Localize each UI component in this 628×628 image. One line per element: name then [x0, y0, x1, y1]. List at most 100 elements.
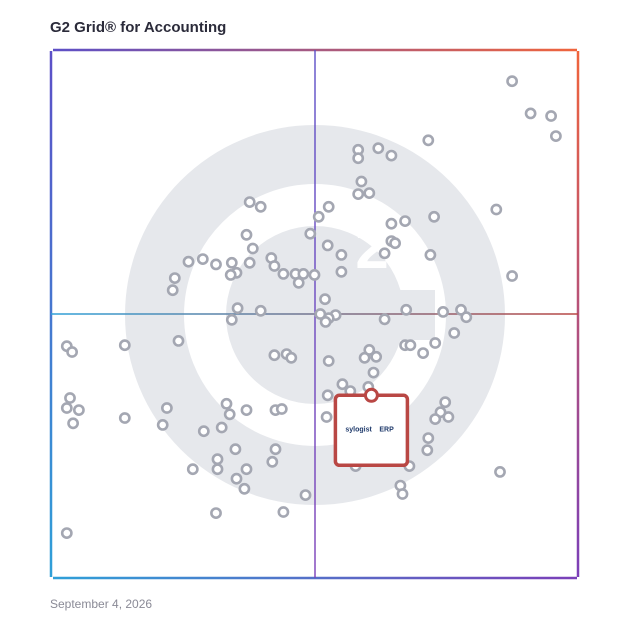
product-dot[interactable] [240, 463, 253, 476]
product-dot[interactable] [304, 227, 317, 240]
product-dot[interactable] [238, 482, 251, 495]
product-dot[interactable] [363, 187, 376, 199]
product-dot[interactable] [275, 403, 288, 415]
product-dot[interactable] [197, 425, 210, 438]
product-dot[interactable] [186, 463, 199, 476]
product-dot[interactable] [404, 339, 417, 352]
product-dot[interactable] [322, 200, 335, 213]
product-dot[interactable] [417, 347, 429, 359]
product-dot[interactable] [269, 443, 282, 456]
product-dot[interactable] [254, 200, 267, 213]
product-dot[interactable] [428, 210, 440, 223]
product-dot[interactable] [352, 188, 365, 200]
product-dot[interactable] [292, 276, 305, 289]
product-dot[interactable] [118, 412, 131, 424]
product-dot[interactable] [66, 346, 78, 358]
product-dot[interactable] [160, 402, 173, 414]
product-dot[interactable] [524, 107, 537, 120]
product-dot[interactable] [455, 303, 467, 316]
product-dot[interactable] [243, 256, 256, 269]
product-dot[interactable] [322, 355, 335, 367]
product-dot[interactable] [220, 397, 233, 410]
product-dot[interactable] [297, 267, 310, 280]
product-dot[interactable] [358, 351, 371, 364]
product-dot[interactable] [367, 366, 380, 379]
product-dot[interactable] [60, 402, 73, 414]
product-dot[interactable] [172, 334, 185, 347]
product-dot[interactable] [225, 313, 238, 326]
product-dot[interactable] [336, 378, 349, 391]
highlighted-product[interactable]: sylogist ERP [333, 387, 410, 468]
product-dot[interactable] [224, 268, 237, 281]
product-dot[interactable] [240, 228, 253, 241]
product-dot[interactable] [545, 110, 557, 122]
product-dot[interactable] [312, 210, 325, 223]
product-dot[interactable] [266, 455, 279, 468]
product-dot[interactable] [156, 418, 169, 431]
product-dot[interactable] [389, 237, 401, 250]
product-dot[interactable] [422, 432, 435, 444]
product-dot[interactable] [378, 247, 391, 260]
product-dot[interactable] [118, 339, 131, 352]
product-dot[interactable] [246, 242, 259, 255]
product-dot[interactable] [424, 248, 437, 261]
product-dot[interactable] [308, 268, 321, 281]
product-dot[interactable] [422, 134, 435, 147]
product-dot[interactable] [399, 215, 411, 227]
product-dot[interactable] [211, 463, 224, 476]
product-dot[interactable] [494, 465, 506, 478]
product-dot[interactable] [285, 351, 298, 364]
product-dot[interactable] [268, 349, 281, 362]
product-dot[interactable] [355, 175, 368, 188]
product-dot[interactable] [223, 408, 236, 421]
product-dot[interactable] [442, 411, 455, 423]
product-dot[interactable] [67, 417, 79, 430]
product-dot[interactable] [225, 256, 238, 269]
product-dot[interactable] [506, 75, 518, 88]
product-dot[interactable] [240, 404, 253, 416]
product-dot[interactable] [385, 217, 398, 230]
product-dot[interactable] [439, 396, 452, 409]
product-dot[interactable] [396, 488, 409, 500]
product-dot[interactable] [320, 411, 333, 423]
product-dot[interactable] [437, 305, 449, 318]
product-dot[interactable] [268, 260, 281, 272]
product-dot[interactable] [319, 315, 332, 328]
product-dot[interactable] [60, 527, 73, 539]
product-dot[interactable] [506, 270, 518, 282]
product-dot[interactable] [429, 337, 442, 349]
product-dot[interactable] [64, 392, 76, 404]
product-dot[interactable] [490, 203, 503, 216]
product-dot[interactable] [254, 304, 267, 317]
product-dot[interactable] [73, 404, 85, 416]
product-dot[interactable] [168, 272, 181, 284]
product-dot[interactable] [229, 443, 242, 456]
product-dot[interactable] [378, 313, 391, 326]
product-dot[interactable] [319, 293, 331, 306]
product-dot[interactable] [352, 152, 365, 165]
product-dot[interactable] [385, 149, 398, 162]
product-dot[interactable] [210, 507, 222, 519]
product-dot[interactable] [448, 327, 461, 339]
product-dot[interactable] [335, 248, 348, 261]
product-dot[interactable] [372, 142, 385, 155]
product-dot[interactable] [210, 258, 222, 271]
product-dot[interactable] [277, 506, 290, 518]
product-dot[interactable] [335, 265, 348, 278]
product-dot[interactable] [243, 196, 256, 208]
product-dot[interactable] [230, 472, 243, 485]
product-dot[interactable] [166, 284, 179, 297]
product-dot[interactable] [460, 311, 473, 324]
product-dot[interactable] [182, 255, 195, 268]
product-dot[interactable] [550, 130, 562, 142]
product-dot[interactable] [196, 253, 209, 265]
product-dot[interactable] [231, 302, 244, 315]
product-dot[interactable] [299, 489, 312, 501]
product-dot[interactable] [321, 239, 334, 252]
product-dot[interactable] [277, 267, 290, 280]
product-dot[interactable] [370, 350, 383, 363]
product-dot[interactable] [215, 421, 228, 434]
product-dot[interactable] [429, 413, 442, 425]
product-dot[interactable] [400, 303, 413, 316]
product-dot[interactable] [211, 453, 224, 466]
